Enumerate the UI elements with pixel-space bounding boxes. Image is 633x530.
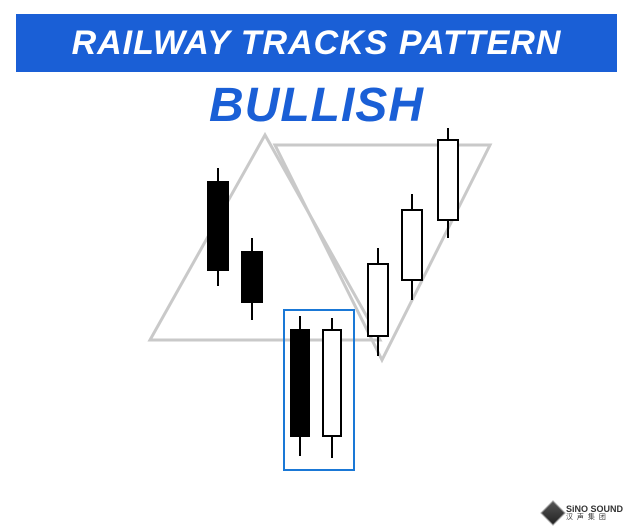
- brand-logo: SiNO SOUND 汉 声 集 团: [544, 504, 623, 522]
- logo-text: SiNO SOUND 汉 声 集 团: [566, 505, 623, 521]
- diamond-icon: [540, 500, 565, 525]
- pattern-chart: [0, 0, 633, 530]
- logo-brand: SiNO SOUND: [566, 505, 623, 514]
- logo-sub: 汉 声 集 团: [566, 514, 623, 521]
- candle-group: [208, 128, 458, 458]
